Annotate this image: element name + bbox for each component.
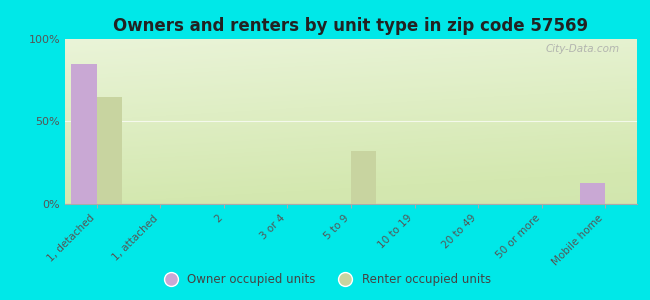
Title: Owners and renters by unit type in zip code 57569: Owners and renters by unit type in zip c… <box>114 17 588 35</box>
Text: City-Data.com: City-Data.com <box>546 44 620 54</box>
Bar <box>580 182 605 204</box>
Bar <box>351 151 376 204</box>
Bar <box>72 64 97 204</box>
Bar <box>97 97 122 204</box>
Legend: Owner occupied units, Renter occupied units: Owner occupied units, Renter occupied un… <box>154 269 496 291</box>
